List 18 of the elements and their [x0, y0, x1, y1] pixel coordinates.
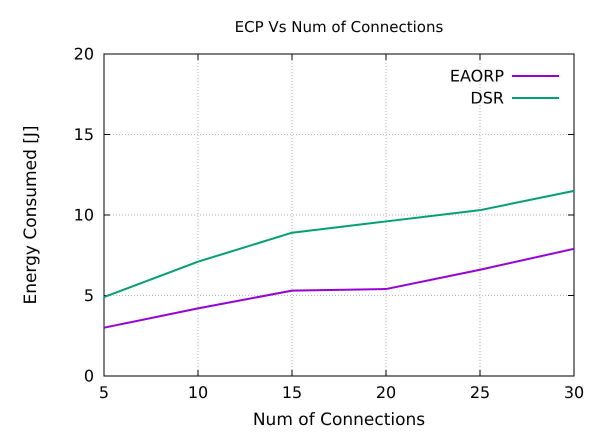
x-tick-label: 5 — [98, 383, 110, 402]
line-series — [103, 248, 575, 329]
line-series — [103, 190, 575, 298]
y-tick-label: 5 — [84, 286, 94, 306]
legend-label: EAORP — [450, 66, 504, 86]
x-axis-title: Num of Connections — [252, 410, 426, 430]
y-tick-label: 20 — [74, 44, 94, 64]
x-tick-label: 15 — [282, 383, 302, 402]
y-tick-label: 10 — [74, 206, 94, 225]
y-tick-label: 15 — [74, 125, 94, 144]
y-tick-label: 0 — [84, 366, 94, 386]
x-tick-label: 30 — [564, 383, 584, 402]
y-axis-title: Energy Consumed [J] — [21, 125, 41, 305]
x-tick-label: 20 — [376, 383, 396, 402]
chart-title: ECP Vs Num of Connections — [234, 18, 444, 36]
x-tick-label: 10 — [188, 383, 208, 402]
legend-label: DSR — [470, 88, 504, 108]
x-tick-label: 25 — [470, 383, 490, 402]
